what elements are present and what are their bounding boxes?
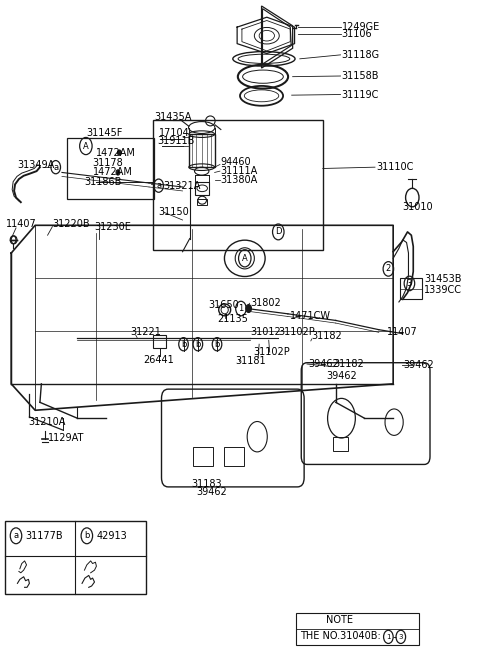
Text: 31102P: 31102P bbox=[253, 347, 290, 357]
Text: 31145F: 31145F bbox=[86, 128, 122, 138]
Text: 31181: 31181 bbox=[235, 356, 266, 366]
Bar bbox=[297, 613, 419, 645]
Text: 31106: 31106 bbox=[341, 28, 372, 38]
Text: 21135: 21135 bbox=[217, 314, 248, 324]
Text: 17104: 17104 bbox=[158, 128, 190, 138]
Text: 31177B: 31177B bbox=[25, 531, 63, 541]
Text: 39462: 39462 bbox=[404, 360, 434, 370]
Text: 31453B: 31453B bbox=[424, 275, 462, 285]
Bar bbox=[400, 278, 422, 299]
Text: -: - bbox=[392, 632, 396, 642]
Text: 39462: 39462 bbox=[196, 487, 227, 497]
Text: 31380A: 31380A bbox=[220, 175, 257, 185]
Circle shape bbox=[246, 305, 252, 312]
Bar bbox=[67, 138, 155, 199]
Text: 31911B: 31911B bbox=[157, 136, 195, 146]
Text: 31210A: 31210A bbox=[28, 417, 66, 427]
Text: 26441: 26441 bbox=[144, 355, 174, 365]
Text: THE NO.31040B:: THE NO.31040B: bbox=[300, 631, 381, 641]
Text: b: b bbox=[181, 340, 186, 349]
Circle shape bbox=[118, 150, 121, 156]
Text: 31110C: 31110C bbox=[376, 162, 414, 172]
Text: 31118G: 31118G bbox=[341, 50, 380, 60]
Text: 2: 2 bbox=[386, 264, 391, 273]
Bar bbox=[153, 120, 323, 250]
Text: 31010: 31010 bbox=[403, 202, 433, 212]
Text: 1129AT: 1129AT bbox=[48, 433, 84, 443]
Text: 31111A: 31111A bbox=[220, 166, 257, 176]
Bar bbox=[153, 335, 166, 348]
Text: a: a bbox=[53, 163, 58, 171]
Text: 1471CW: 1471CW bbox=[290, 311, 331, 322]
Text: 39462: 39462 bbox=[326, 371, 357, 381]
Text: D: D bbox=[275, 228, 282, 236]
Text: 31221: 31221 bbox=[130, 327, 161, 338]
Bar bbox=[193, 447, 213, 467]
Text: 31150: 31150 bbox=[158, 207, 190, 217]
Text: 3: 3 bbox=[407, 279, 412, 288]
Text: 31178: 31178 bbox=[93, 158, 123, 167]
Text: 39462: 39462 bbox=[308, 359, 339, 369]
Text: 31650: 31650 bbox=[208, 300, 239, 310]
Text: 1472AM: 1472AM bbox=[93, 167, 132, 177]
Text: 31230E: 31230E bbox=[95, 222, 132, 232]
Text: 31802: 31802 bbox=[251, 299, 281, 308]
Text: 31182: 31182 bbox=[333, 359, 364, 369]
Text: 31183: 31183 bbox=[191, 479, 222, 489]
Bar bbox=[224, 447, 244, 467]
Text: 31321A: 31321A bbox=[163, 181, 201, 191]
Text: b: b bbox=[84, 532, 90, 540]
Bar bbox=[189, 134, 215, 167]
Text: a: a bbox=[156, 181, 161, 190]
Text: 31186B: 31186B bbox=[84, 177, 122, 187]
Text: 31102P: 31102P bbox=[278, 327, 315, 338]
Text: 1: 1 bbox=[386, 634, 391, 640]
Text: 31119C: 31119C bbox=[341, 89, 379, 99]
Bar bbox=[197, 199, 207, 205]
Bar bbox=[333, 437, 348, 451]
Text: 11407: 11407 bbox=[386, 327, 417, 338]
Bar bbox=[4, 521, 146, 594]
Text: 1339CC: 1339CC bbox=[424, 285, 462, 295]
Text: 11407: 11407 bbox=[5, 219, 36, 229]
Text: 31435A: 31435A bbox=[154, 112, 191, 122]
Text: 1472AM: 1472AM bbox=[96, 148, 135, 158]
Text: 1: 1 bbox=[239, 304, 243, 313]
Text: A: A bbox=[242, 254, 248, 263]
Bar bbox=[195, 181, 209, 195]
Text: 94460: 94460 bbox=[220, 157, 251, 167]
Text: a: a bbox=[13, 532, 19, 540]
Text: 31349A: 31349A bbox=[17, 160, 54, 169]
Text: b: b bbox=[215, 340, 220, 349]
Text: 31220B: 31220B bbox=[52, 219, 90, 229]
Text: NOTE: NOTE bbox=[326, 616, 353, 626]
Text: 31012: 31012 bbox=[251, 327, 281, 338]
Circle shape bbox=[116, 170, 120, 175]
Text: 31182: 31182 bbox=[312, 331, 343, 342]
Text: 1249GE: 1249GE bbox=[341, 22, 380, 32]
Text: 31158B: 31158B bbox=[341, 71, 379, 81]
Text: 3: 3 bbox=[398, 634, 403, 640]
Text: b: b bbox=[195, 340, 201, 349]
Text: A: A bbox=[83, 142, 89, 150]
Text: 42913: 42913 bbox=[96, 531, 127, 541]
